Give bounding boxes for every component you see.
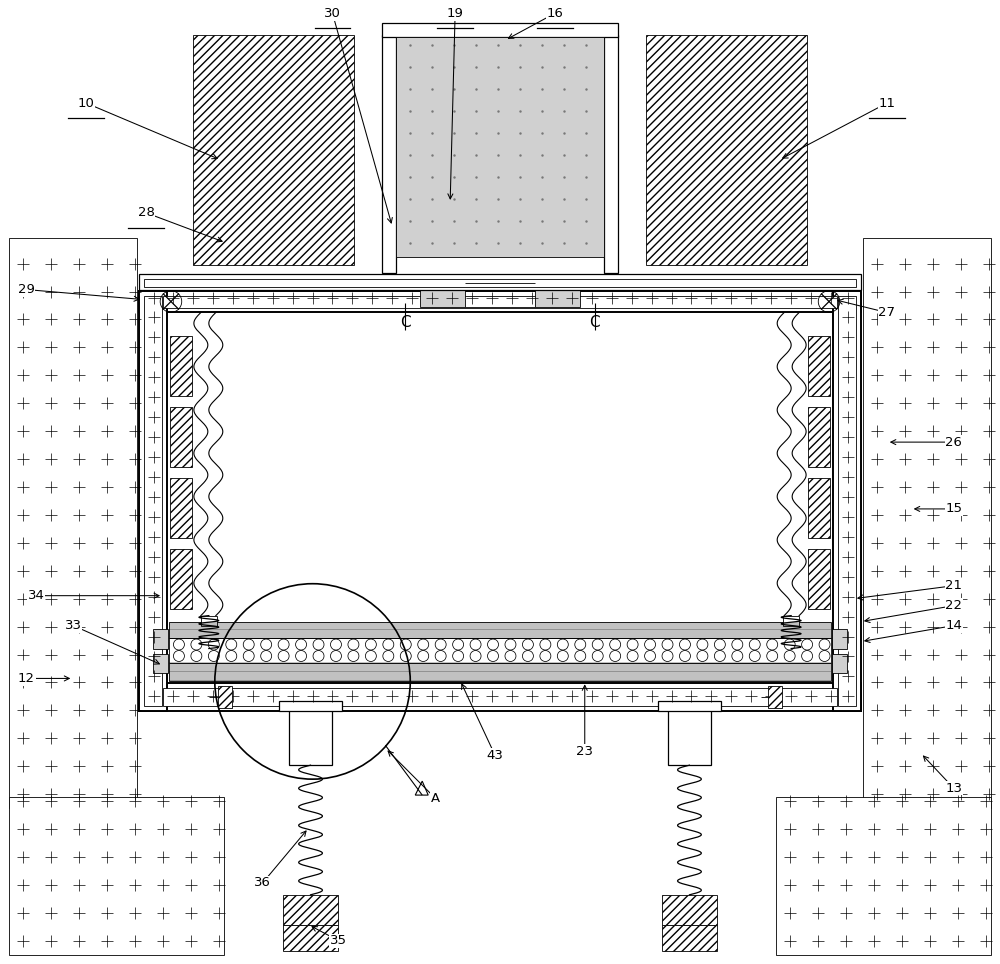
Bar	[153, 629, 168, 649]
Bar	[382, 23, 618, 38]
Bar	[832, 654, 847, 674]
Text: 34: 34	[28, 589, 45, 602]
Text: 22: 22	[945, 600, 962, 612]
Text: 16: 16	[546, 7, 563, 20]
Bar	[139, 290, 861, 312]
Bar	[283, 924, 338, 951]
Bar	[139, 274, 861, 289]
Polygon shape	[415, 781, 428, 795]
Bar	[201, 616, 217, 626]
Bar	[153, 654, 168, 674]
Text: A: A	[431, 791, 440, 805]
Bar	[9, 238, 137, 808]
Bar	[808, 478, 830, 538]
Text: C: C	[400, 315, 411, 330]
Bar	[169, 663, 831, 682]
Bar	[808, 336, 830, 396]
Bar	[139, 683, 861, 711]
Text: 23: 23	[576, 745, 593, 758]
Bar	[662, 895, 717, 924]
Bar	[604, 36, 618, 273]
Bar	[808, 549, 830, 608]
Bar	[535, 282, 580, 307]
Bar	[833, 290, 861, 711]
Bar	[776, 797, 991, 954]
Bar	[169, 637, 831, 663]
Bar	[279, 702, 342, 711]
Text: 43: 43	[487, 749, 503, 762]
Bar	[668, 710, 711, 765]
Bar	[218, 686, 232, 709]
Text: 36: 36	[254, 876, 271, 890]
Bar	[658, 702, 721, 711]
Bar	[768, 686, 782, 709]
Text: 14: 14	[945, 619, 962, 632]
Bar	[662, 924, 717, 951]
Bar	[139, 290, 167, 711]
Text: 30: 30	[324, 7, 341, 20]
Text: 12: 12	[18, 672, 35, 685]
Bar	[170, 478, 192, 538]
Bar	[863, 238, 991, 808]
Text: 21: 21	[945, 579, 962, 592]
Text: 27: 27	[878, 306, 895, 319]
Bar	[396, 38, 604, 256]
Bar	[283, 895, 338, 924]
Bar	[9, 797, 224, 954]
Bar	[289, 710, 332, 765]
Bar	[838, 296, 856, 707]
Bar	[170, 549, 192, 608]
Bar	[169, 622, 831, 637]
Text: C: C	[589, 315, 600, 330]
Bar	[193, 36, 354, 265]
Bar	[144, 296, 162, 707]
Bar	[420, 282, 465, 307]
Bar	[832, 629, 847, 649]
Text: 15: 15	[945, 502, 962, 516]
Bar	[163, 296, 837, 308]
Text: 28: 28	[138, 206, 154, 219]
Text: 10: 10	[78, 96, 95, 110]
Text: 26: 26	[945, 436, 962, 448]
Bar	[382, 36, 396, 273]
Text: 35: 35	[330, 934, 347, 948]
Bar	[170, 407, 192, 467]
Text: 33: 33	[65, 619, 82, 632]
Bar	[144, 279, 856, 286]
Bar	[783, 616, 799, 626]
Text: 19: 19	[447, 7, 464, 20]
Bar	[646, 36, 807, 265]
Text: 29: 29	[18, 283, 35, 296]
Text: 11: 11	[878, 96, 895, 110]
Bar	[170, 336, 192, 396]
Bar	[808, 407, 830, 467]
Text: 13: 13	[945, 782, 962, 794]
Bar	[163, 688, 837, 707]
